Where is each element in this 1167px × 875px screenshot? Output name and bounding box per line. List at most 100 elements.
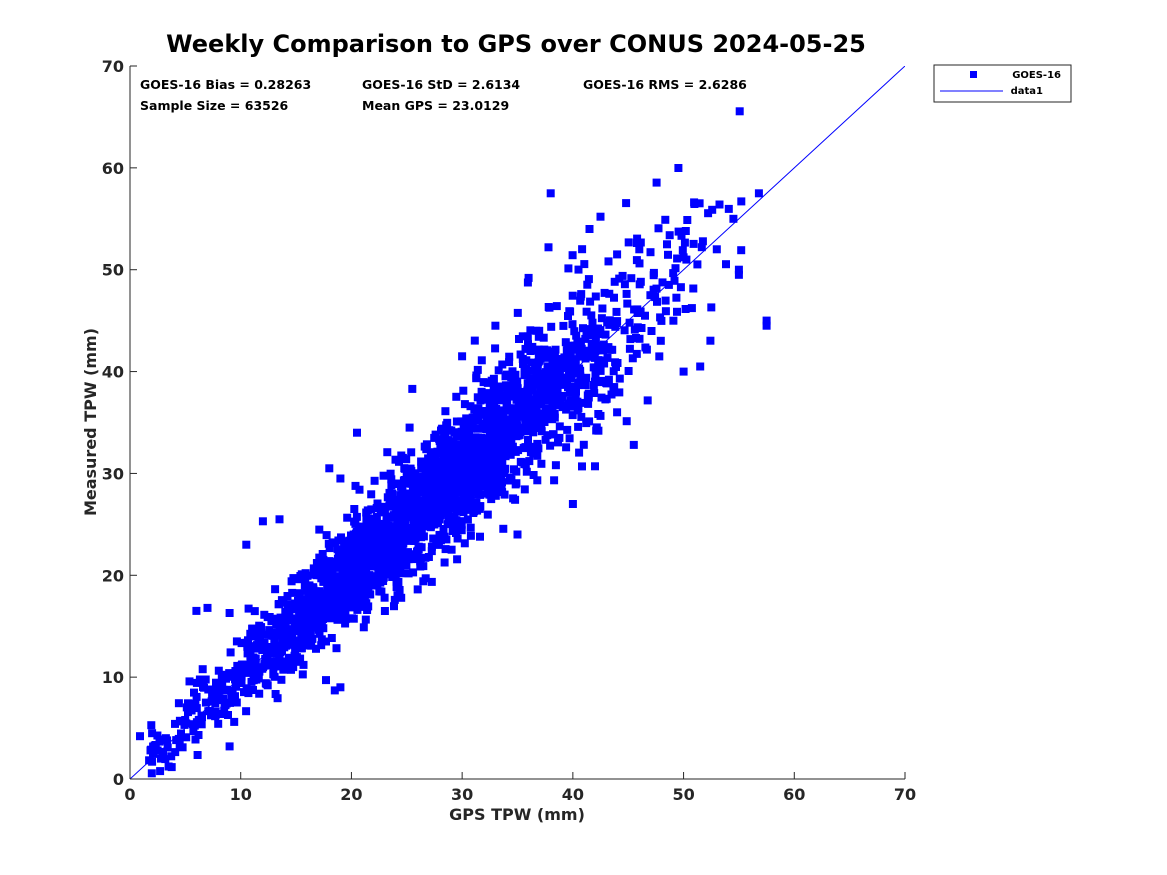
scatter-point	[628, 354, 637, 363]
scatter-point	[322, 637, 330, 646]
y-tick-label: 70	[102, 57, 124, 76]
scatter-point	[156, 767, 165, 776]
scatter-point	[457, 526, 466, 535]
scatter-point	[521, 405, 530, 414]
scatter-point	[260, 610, 269, 619]
scatter-point	[289, 663, 298, 672]
scatter-point	[422, 445, 431, 454]
scatter-point	[532, 416, 541, 425]
scatter-point	[336, 574, 344, 582]
scatter-point	[336, 588, 345, 597]
scatter-point	[207, 697, 216, 706]
scatter-point	[341, 615, 350, 624]
scatter-point	[582, 419, 591, 428]
scatter-point	[646, 291, 655, 300]
scatter-point	[578, 245, 587, 254]
scatter-point	[513, 384, 522, 393]
scatter-point	[308, 584, 317, 593]
scatter-point	[291, 616, 300, 625]
scatter-point	[181, 716, 190, 724]
scatter-point	[277, 675, 286, 684]
scatter-point	[192, 692, 201, 701]
scatter-point	[496, 484, 505, 493]
scatter-point	[629, 440, 638, 449]
scatter-point	[383, 448, 392, 457]
scatter-point	[603, 353, 612, 362]
scatter-point	[371, 574, 380, 583]
scatter-point	[383, 512, 392, 521]
scatter-point	[360, 593, 369, 602]
scatter-point	[204, 685, 213, 694]
scatter-point	[575, 352, 584, 361]
scatter-point	[620, 326, 629, 335]
scatter-point	[529, 471, 538, 479]
scatter-point	[161, 755, 170, 764]
reference-line-data1	[130, 66, 905, 779]
scatter-point	[237, 639, 246, 648]
scatter-point	[171, 719, 179, 728]
scatter-point	[439, 484, 448, 493]
scatter-point	[460, 539, 469, 548]
scatter-point	[478, 482, 487, 491]
scatter-point	[490, 446, 499, 455]
scatter-point	[242, 540, 251, 549]
scatter-point	[472, 371, 481, 380]
scatter-point	[665, 231, 674, 240]
legend-label-goes16: GOES-16	[1012, 70, 1061, 81]
scatter-point	[216, 696, 225, 705]
scatter-point	[734, 270, 743, 279]
scatter-point	[596, 212, 605, 221]
scatter-point	[596, 378, 605, 387]
scatter-point	[601, 330, 610, 339]
scatter-point	[438, 448, 447, 457]
scatter-point	[278, 646, 286, 655]
scatter-point	[316, 618, 325, 627]
scatter-point	[520, 485, 529, 494]
scatter-point	[623, 299, 632, 308]
scatter-point	[450, 522, 459, 531]
scatter-point	[562, 443, 571, 452]
scatter-point	[226, 648, 235, 657]
scatter-point	[184, 708, 192, 717]
scatter-point	[715, 200, 724, 209]
scatter-point	[735, 107, 744, 116]
scatter-point	[594, 410, 603, 418]
scatter-point	[433, 447, 442, 456]
scatter-point	[540, 418, 549, 426]
scatter-point	[427, 542, 436, 551]
scatter-point	[561, 354, 570, 363]
scatter-point	[269, 670, 278, 679]
scatter-point	[319, 555, 328, 564]
y-tick-label: 30	[102, 464, 124, 483]
scatter-point	[491, 474, 500, 483]
scatter-point	[591, 370, 600, 378]
scatter-point	[408, 484, 417, 493]
scatter-point	[449, 446, 458, 455]
x-tick-label: 60	[783, 785, 805, 804]
scatter-point	[669, 269, 678, 278]
stat-rms: GOES-16 RMS = 2.6286	[583, 77, 747, 92]
scatter-point	[350, 505, 359, 513]
scatter-point	[336, 595, 345, 604]
scatter-point	[463, 515, 472, 524]
scatter-point	[417, 543, 426, 552]
scatter-point	[424, 553, 433, 561]
scatter-point	[218, 710, 226, 718]
scatter-point	[411, 555, 420, 564]
scatter-point	[681, 227, 690, 235]
scatter-point	[495, 386, 504, 395]
scatter-point	[682, 255, 691, 264]
scatter-point	[182, 733, 191, 742]
scatter-point	[463, 448, 472, 456]
scatter-point	[418, 517, 426, 526]
y-tick-label: 20	[102, 566, 124, 585]
scatter-point	[300, 629, 308, 638]
scatter-point	[584, 346, 593, 355]
scatter-point	[491, 491, 500, 500]
scatter-point	[591, 462, 599, 471]
scatter-point	[492, 415, 501, 424]
scatter-point	[530, 446, 539, 455]
scatter-point	[325, 464, 334, 473]
scatter-point	[534, 345, 543, 354]
scatter-point	[172, 736, 181, 745]
